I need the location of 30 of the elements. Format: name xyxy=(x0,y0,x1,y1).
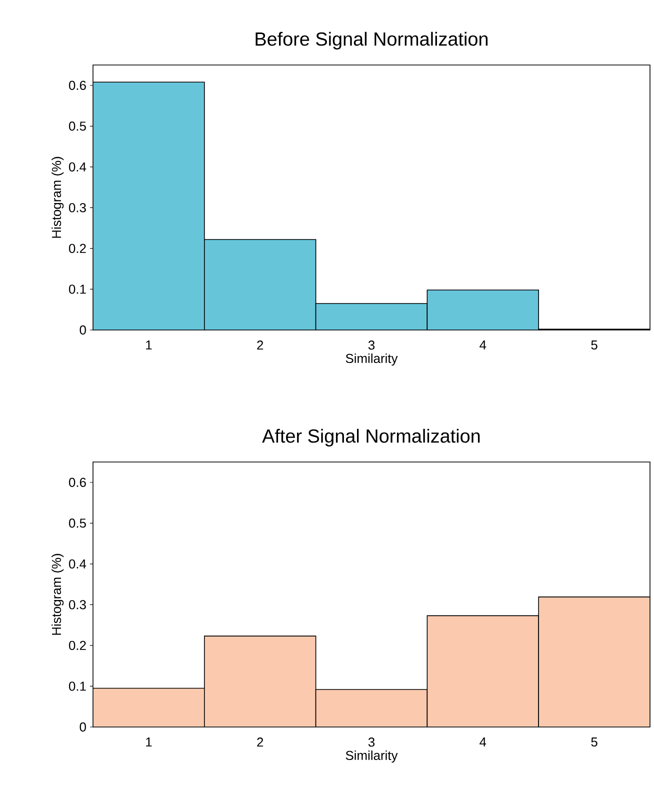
y-tick-label: 0.1 xyxy=(68,682,86,691)
x-tick-label: 2 xyxy=(257,738,264,747)
y-axis-title: Histogram (%) xyxy=(52,156,64,238)
y-tick-label: 0.3 xyxy=(68,203,86,212)
y-tick-label: 0.2 xyxy=(68,244,86,254)
y-tick-label: 0.4 xyxy=(68,162,86,172)
y-axis-title: Histogram (%) xyxy=(52,554,64,635)
chart-title: Before Signal Normalization xyxy=(256,32,488,50)
y-tick-label: 0.4 xyxy=(68,559,86,568)
y-tick-label: 0.3 xyxy=(68,600,86,610)
x-tick-label: 4 xyxy=(480,738,486,746)
x-tick-label: 1 xyxy=(146,738,152,746)
x-tick-label: 3 xyxy=(368,340,375,350)
y-tick-label: 0.1 xyxy=(68,284,86,294)
y-tick-label: 0 xyxy=(80,722,86,732)
chart-title: After Signal Normalization xyxy=(262,428,480,446)
x-tick-label: 4 xyxy=(480,340,486,350)
x-tick-label: 1 xyxy=(146,340,152,350)
x-tick-label: 5 xyxy=(591,738,598,747)
y-tick-label: 0.5 xyxy=(68,122,86,131)
x-axis-title: Similarity xyxy=(346,750,398,763)
y-tick-label: 0.5 xyxy=(68,518,86,528)
x-tick-label: 3 xyxy=(368,738,375,747)
y-tick-label: 0.6 xyxy=(68,478,86,487)
x-axis-title: Similarity xyxy=(346,354,398,366)
x-tick-label: 5 xyxy=(591,340,598,350)
y-tick-label: 0 xyxy=(80,325,86,335)
y-tick-label: 0.6 xyxy=(68,80,86,90)
x-tick-label: 2 xyxy=(257,340,264,350)
y-tick-label: 0.2 xyxy=(68,640,86,650)
